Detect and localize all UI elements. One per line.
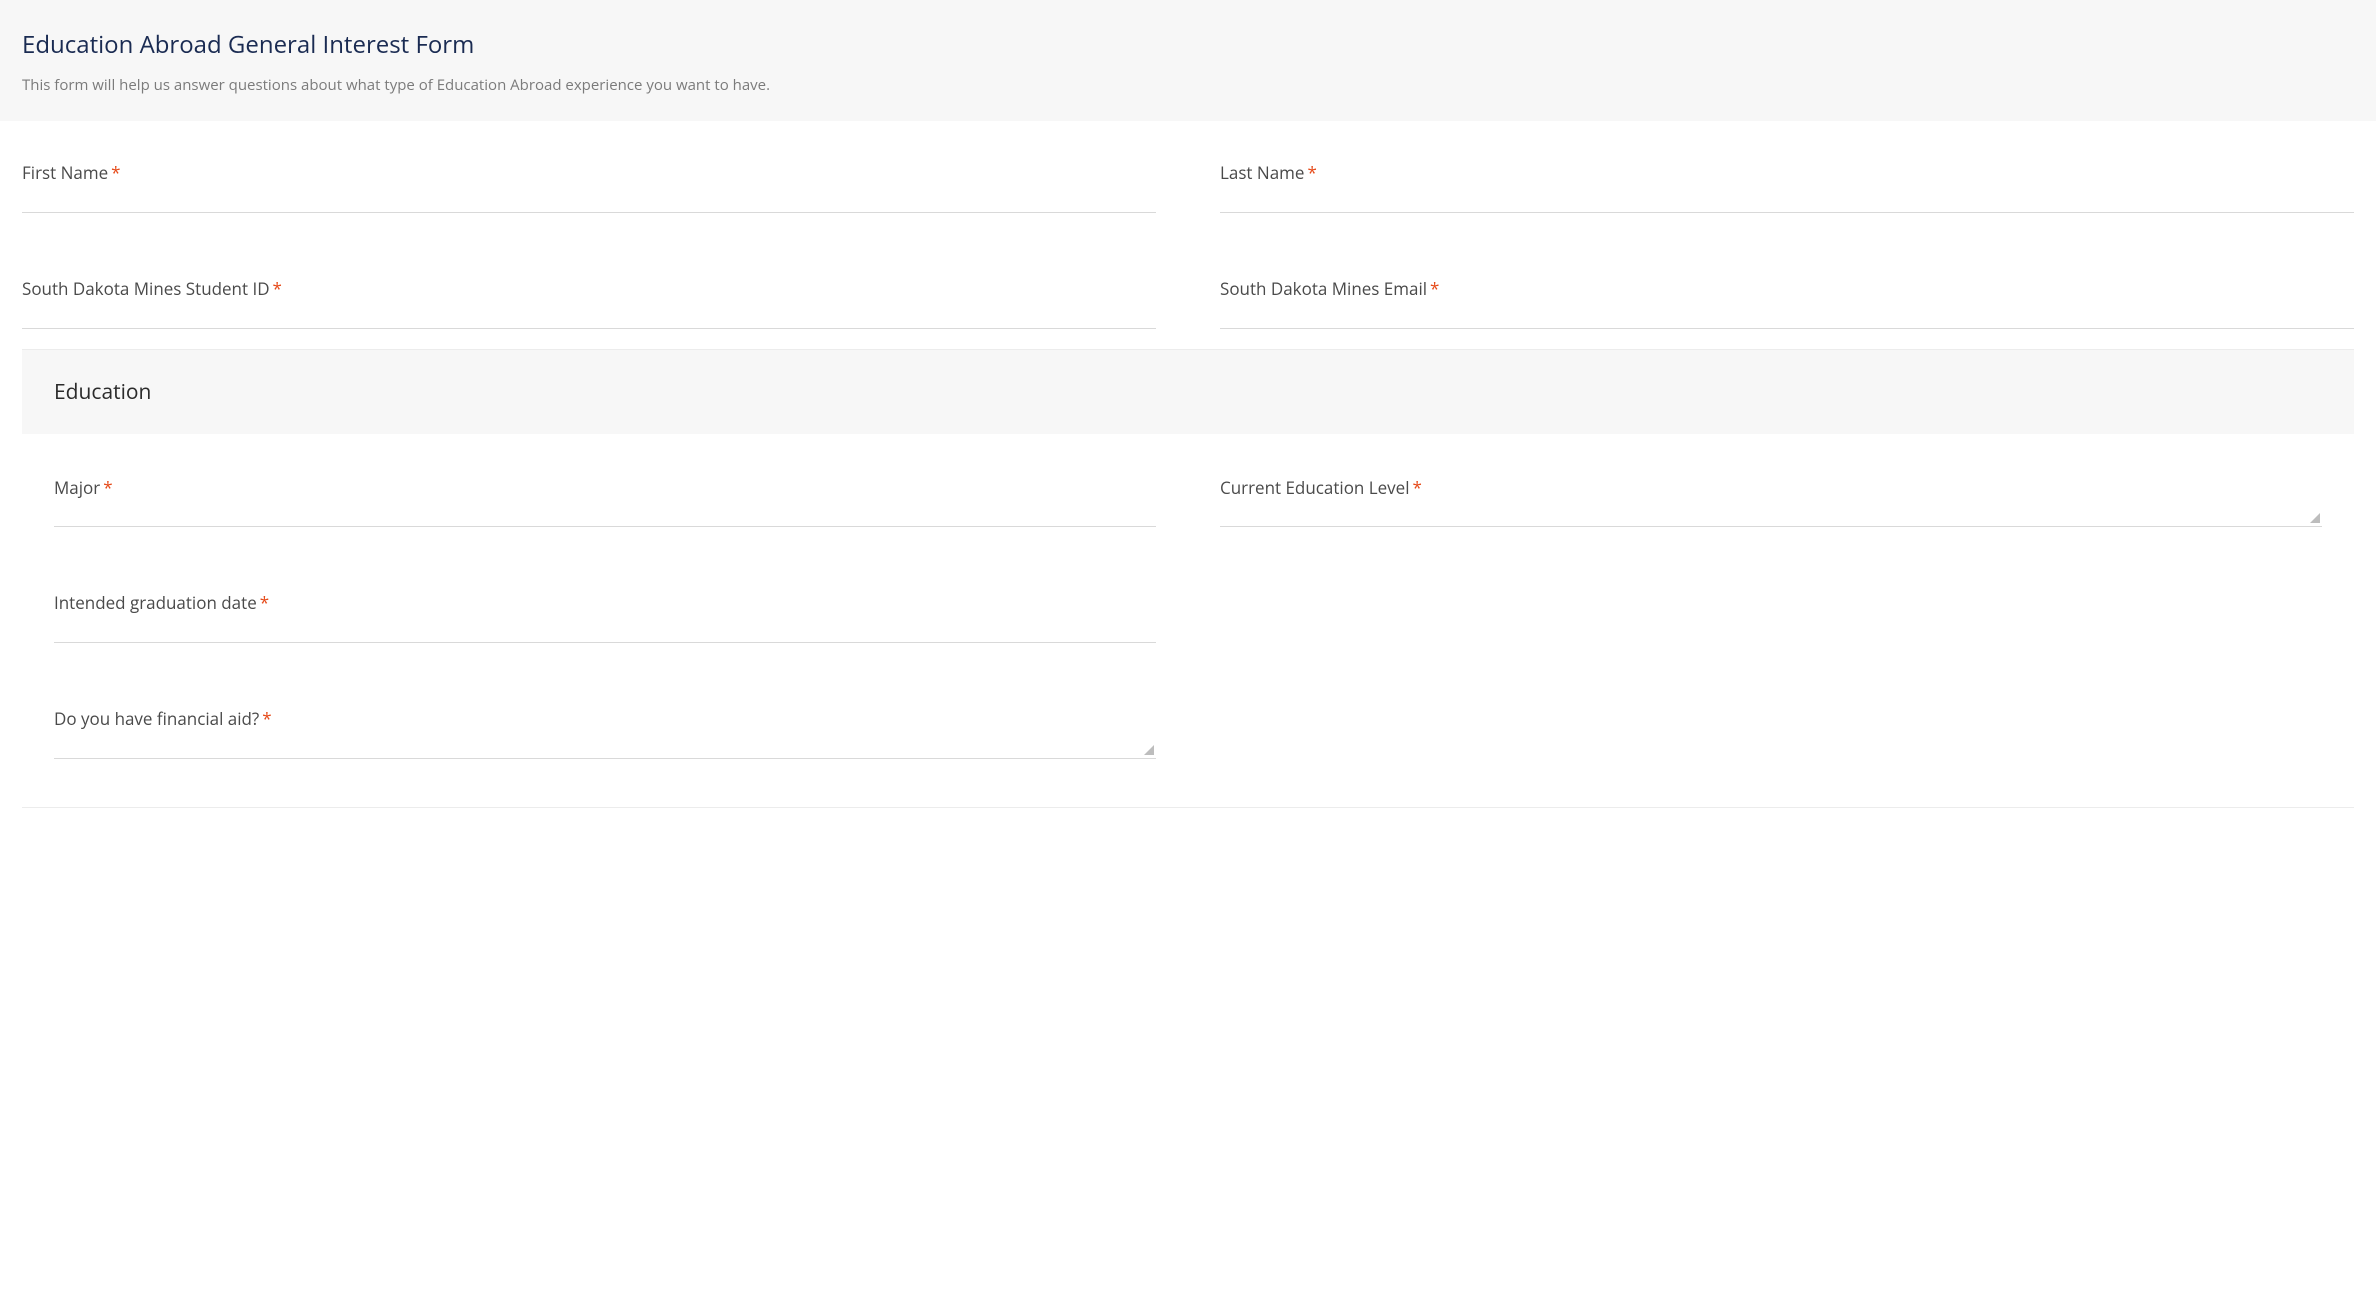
education-level-select-wrap <box>1220 499 2322 527</box>
education-section-body: Major* Current Education Level* Intended… <box>22 434 2354 807</box>
email-label-text: South Dakota Mines Email <box>1220 277 1427 300</box>
education-level-label: Current Education Level* <box>1220 476 2322 500</box>
required-star: * <box>111 161 120 184</box>
education-section-title: Education <box>54 378 2322 406</box>
section-divider <box>22 807 2354 808</box>
required-star: * <box>260 591 269 614</box>
education-level-label-text: Current Education Level <box>1220 476 1410 499</box>
email-label: South Dakota Mines Email* <box>1220 277 2354 301</box>
field-first-name: First Name* <box>22 161 1156 213</box>
student-id-label: South Dakota Mines Student ID* <box>22 277 1156 301</box>
last-name-label-text: Last Name <box>1220 161 1304 184</box>
row-name: First Name* Last Name* <box>22 161 2354 213</box>
last-name-input[interactable] <box>1220 185 2354 213</box>
required-star: * <box>103 476 112 499</box>
graduation-date-input[interactable] <box>54 615 1156 643</box>
first-name-input[interactable] <box>22 185 1156 213</box>
major-input[interactable] <box>54 499 1156 527</box>
financial-aid-label-text: Do you have financial aid? <box>54 707 259 730</box>
email-input[interactable] <box>1220 301 2354 329</box>
financial-aid-select-wrap <box>54 731 1156 759</box>
row-grad-date: Intended graduation date* <box>54 591 2322 643</box>
first-name-label-text: First Name <box>22 161 108 184</box>
row-financial-aid: Do you have financial aid?* <box>54 707 2322 759</box>
row-major-level: Major* Current Education Level* <box>54 476 2322 528</box>
education-section: Education Major* Current Education Level… <box>22 349 2354 807</box>
first-name-label: First Name* <box>22 161 1156 185</box>
education-section-header: Education <box>22 350 2354 434</box>
student-id-label-text: South Dakota Mines Student ID <box>22 277 270 300</box>
student-id-input[interactable] <box>22 301 1156 329</box>
field-last-name: Last Name* <box>1220 161 2354 213</box>
field-email: South Dakota Mines Email* <box>1220 277 2354 329</box>
education-level-select[interactable] <box>1220 499 2322 527</box>
field-financial-aid: Do you have financial aid?* <box>54 707 1156 759</box>
required-star: * <box>273 277 282 300</box>
required-star: * <box>1413 476 1422 499</box>
financial-aid-label: Do you have financial aid?* <box>54 707 1156 731</box>
field-graduation-date: Intended graduation date* <box>54 591 1156 643</box>
required-star: * <box>262 707 271 730</box>
graduation-date-label-text: Intended graduation date <box>54 591 257 614</box>
row-id-email: South Dakota Mines Student ID* South Dak… <box>22 277 2354 329</box>
form-header: Education Abroad General Interest Form T… <box>0 0 2376 121</box>
form-title: Education Abroad General Interest Form <box>22 28 2354 61</box>
field-major: Major* <box>54 476 1156 528</box>
graduation-date-label: Intended graduation date* <box>54 591 1156 615</box>
last-name-label: Last Name* <box>1220 161 2354 185</box>
field-student-id: South Dakota Mines Student ID* <box>22 277 1156 329</box>
major-label-text: Major <box>54 476 100 499</box>
major-label: Major* <box>54 476 1156 500</box>
required-star: * <box>1307 161 1316 184</box>
form-body: First Name* Last Name* South Dakota Mine… <box>0 121 2376 349</box>
field-education-level: Current Education Level* <box>1220 476 2322 528</box>
form-description: This form will help us answer questions … <box>22 75 2354 95</box>
financial-aid-select[interactable] <box>54 731 1156 759</box>
required-star: * <box>1430 277 1439 300</box>
